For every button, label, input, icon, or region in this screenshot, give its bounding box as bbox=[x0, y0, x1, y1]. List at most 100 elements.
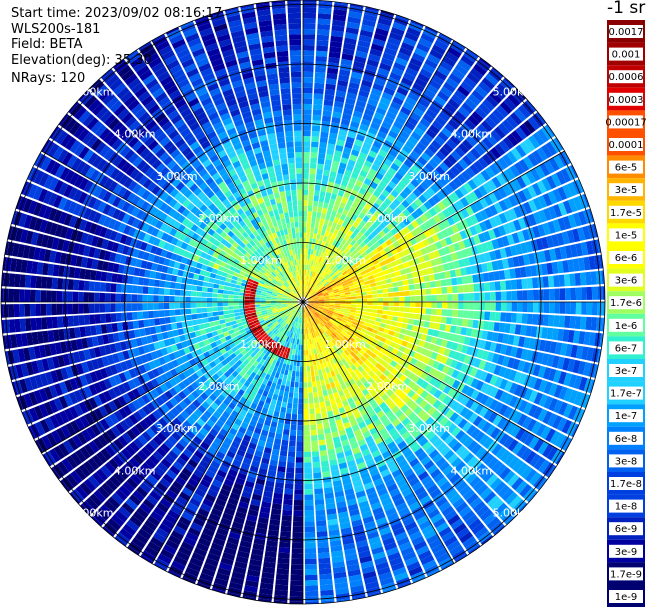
ray-gate bbox=[132, 320, 139, 329]
ray-gate bbox=[399, 130, 410, 140]
ray-gate bbox=[415, 295, 421, 302]
ray-gate bbox=[310, 146, 319, 153]
ray-gate bbox=[360, 227, 367, 234]
ray-gate bbox=[479, 302, 486, 311]
ray-gate bbox=[395, 14, 410, 22]
ray-gate bbox=[318, 304, 325, 307]
ray-gate bbox=[331, 266, 337, 272]
ray-gate bbox=[377, 238, 385, 245]
ray-gate bbox=[343, 287, 350, 291]
ray-gate bbox=[312, 206, 318, 212]
ray-gate bbox=[567, 259, 575, 273]
ray-gate bbox=[345, 277, 352, 283]
ray-gate bbox=[364, 280, 371, 285]
ray-gate bbox=[409, 57, 423, 68]
ray-gate bbox=[244, 302, 250, 306]
ray-gate bbox=[542, 193, 553, 207]
ray-gate bbox=[337, 284, 343, 289]
ray-gate bbox=[553, 154, 565, 169]
ray-gate bbox=[365, 268, 372, 274]
ray-gate bbox=[313, 304, 319, 306]
ray-gate bbox=[303, 419, 310, 426]
ray-gate bbox=[514, 324, 522, 335]
ray-gate bbox=[414, 307, 421, 314]
ray-gate bbox=[536, 352, 544, 364]
ray-gate bbox=[270, 302, 277, 304]
ray-gate bbox=[354, 197, 362, 205]
ray-gate bbox=[344, 289, 351, 293]
ray-gate bbox=[164, 317, 171, 324]
ray-gate bbox=[431, 295, 437, 302]
ray-gate bbox=[506, 302, 512, 312]
ray-gate bbox=[289, 386, 294, 393]
ray-gate bbox=[424, 58, 438, 70]
ray-gate bbox=[385, 111, 397, 120]
ray-gate bbox=[410, 20, 424, 28]
ray-gate bbox=[393, 207, 402, 216]
ray-gate bbox=[360, 147, 370, 155]
ray-gate bbox=[491, 176, 502, 189]
ray-gate bbox=[377, 297, 384, 302]
ray-gate bbox=[303, 291, 305, 297]
ray-gate bbox=[458, 259, 466, 268]
ray-gate bbox=[506, 133, 519, 147]
ray-gate bbox=[460, 81, 474, 93]
ray-gate bbox=[468, 302, 475, 310]
ray-gate bbox=[433, 250, 441, 258]
ray-gate bbox=[310, 163, 317, 169]
ray-gate bbox=[366, 241, 374, 248]
ray-gate bbox=[349, 272, 356, 278]
ray-gate bbox=[304, 269, 307, 276]
ray-gate bbox=[350, 239, 357, 246]
ray-gate bbox=[420, 213, 429, 223]
ray-gate bbox=[592, 223, 598, 238]
ray-gate bbox=[318, 152, 326, 159]
ray-gate bbox=[279, 541, 291, 548]
ray-gate bbox=[322, 280, 328, 285]
ray-gate bbox=[286, 461, 295, 468]
ray-gate bbox=[320, 286, 326, 291]
ray-gate bbox=[315, 239, 320, 245]
ray-gate bbox=[543, 302, 550, 314]
ray-gate bbox=[335, 302, 341, 304]
ray-gate bbox=[453, 130, 465, 142]
ray-gate bbox=[308, 265, 311, 271]
ray-gate bbox=[110, 313, 117, 323]
ray-gate bbox=[544, 160, 555, 174]
ray-gate bbox=[317, 541, 329, 548]
ray-gate bbox=[442, 173, 452, 183]
ray-gate bbox=[397, 111, 409, 121]
ray-gate bbox=[419, 68, 433, 79]
ray-gate bbox=[323, 105, 333, 112]
ray-gate bbox=[570, 164, 578, 178]
ray-gate bbox=[304, 483, 313, 490]
ray-gate bbox=[446, 195, 455, 205]
ray-gate bbox=[341, 152, 350, 160]
ray-gate bbox=[390, 219, 399, 228]
ray-gate bbox=[518, 217, 527, 230]
ray-gate bbox=[318, 294, 324, 297]
ray-gate bbox=[426, 302, 432, 308]
ray-gate bbox=[506, 234, 515, 245]
ray-gate bbox=[343, 284, 349, 289]
ray-gate bbox=[407, 168, 417, 178]
ray-gate bbox=[309, 265, 313, 271]
ray-gate bbox=[304, 558, 317, 565]
ray-gate bbox=[349, 288, 356, 292]
ray-gate bbox=[207, 316, 214, 322]
ray-gate bbox=[306, 259, 310, 265]
ray-gate bbox=[362, 215, 370, 223]
ray-gate bbox=[567, 330, 575, 343]
ray-gate bbox=[308, 248, 311, 255]
ray-gate bbox=[511, 302, 518, 312]
ray-gate bbox=[442, 142, 454, 154]
ray-gate bbox=[303, 430, 310, 436]
ray-gate bbox=[313, 477, 322, 484]
ray-gate bbox=[322, 259, 327, 265]
ray-gate bbox=[402, 279, 409, 286]
ray-gate bbox=[397, 203, 406, 212]
ray-gate bbox=[370, 145, 380, 154]
ray-gate bbox=[457, 126, 469, 138]
ray-gate bbox=[429, 281, 436, 288]
ray-gate bbox=[368, 275, 375, 280]
